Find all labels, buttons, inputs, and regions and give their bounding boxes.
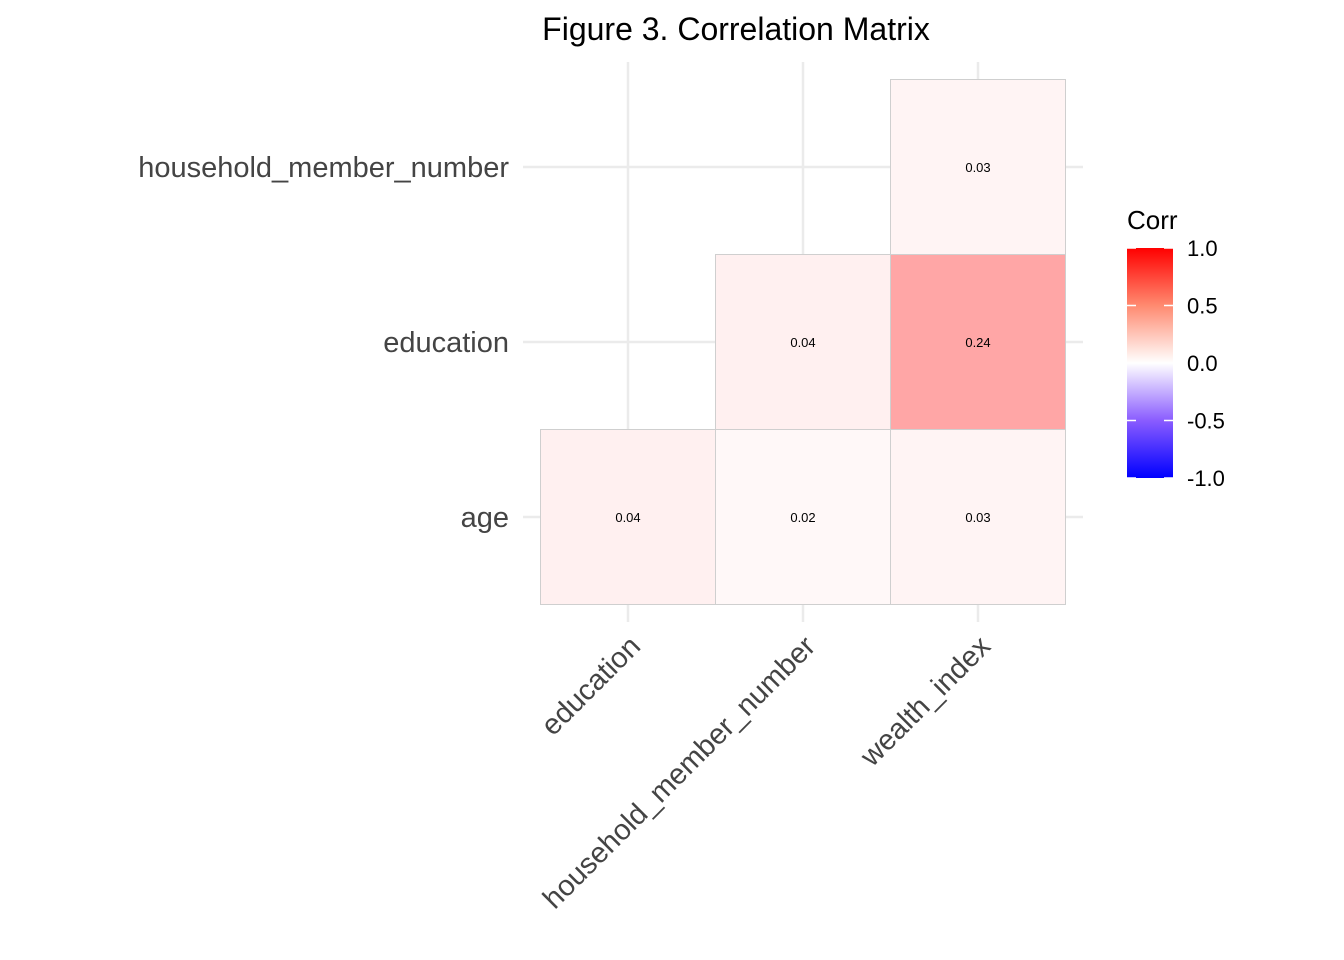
legend-tick-label: -0.5 [1187,409,1225,434]
heatmap-cell-household_member_number-wealth_index [890,79,1066,255]
cell-value-label: 0.04 [615,510,640,525]
heatmap-cell-education-household_member_number [715,254,891,430]
cell-value-label: 0.04 [790,335,815,350]
cell-value-labels: 0.04 0.02 0.03 0.04 0.24 0.03 [615,160,990,525]
cell-value-label: 0.02 [790,510,815,525]
cell-value-label: 0.03 [965,510,990,525]
y-tick-label-education: education [383,327,509,359]
legend-ticks: 1.0 0.5 0.0 -0.5 -1.0 [1127,236,1225,491]
y-tick-label-age: age [461,502,509,534]
chart-title: Figure 3. Correlation Matrix [542,11,930,47]
x-tick-label-education: education [535,630,647,742]
y-axis-tick-labels: age education household_member_number [138,152,509,534]
legend-tick-label: 0.0 [1187,351,1218,376]
heatmap-cell-age-education [540,429,716,605]
cell-value-label: 0.24 [965,335,990,350]
x-tick-label-wealth_index: wealth_index [854,630,997,773]
y-tick-label-household_member_number: household_member_number [138,152,509,184]
legend-title: Corr [1127,205,1178,235]
heatmap-cell-age-wealth_index [890,429,1066,605]
legend-tick-label: 1.0 [1187,236,1218,261]
heatmap-cells [540,79,1066,605]
x-tick-label-household_member_number: household_member_number [537,630,822,915]
heatmap-cell-education-wealth_index [890,254,1066,430]
cell-value-label: 0.03 [965,160,990,175]
color-legend: Corr 1.0 0.5 0.0 -0.5 -1.0 [1127,205,1225,491]
legend-tick-label: -1.0 [1187,466,1225,491]
legend-tick-label: 0.5 [1187,294,1218,319]
